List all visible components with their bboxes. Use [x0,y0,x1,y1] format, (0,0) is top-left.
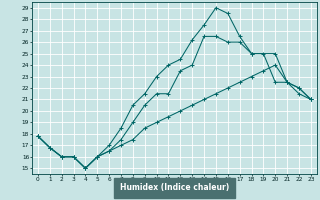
X-axis label: Humidex (Indice chaleur): Humidex (Indice chaleur) [120,183,229,192]
